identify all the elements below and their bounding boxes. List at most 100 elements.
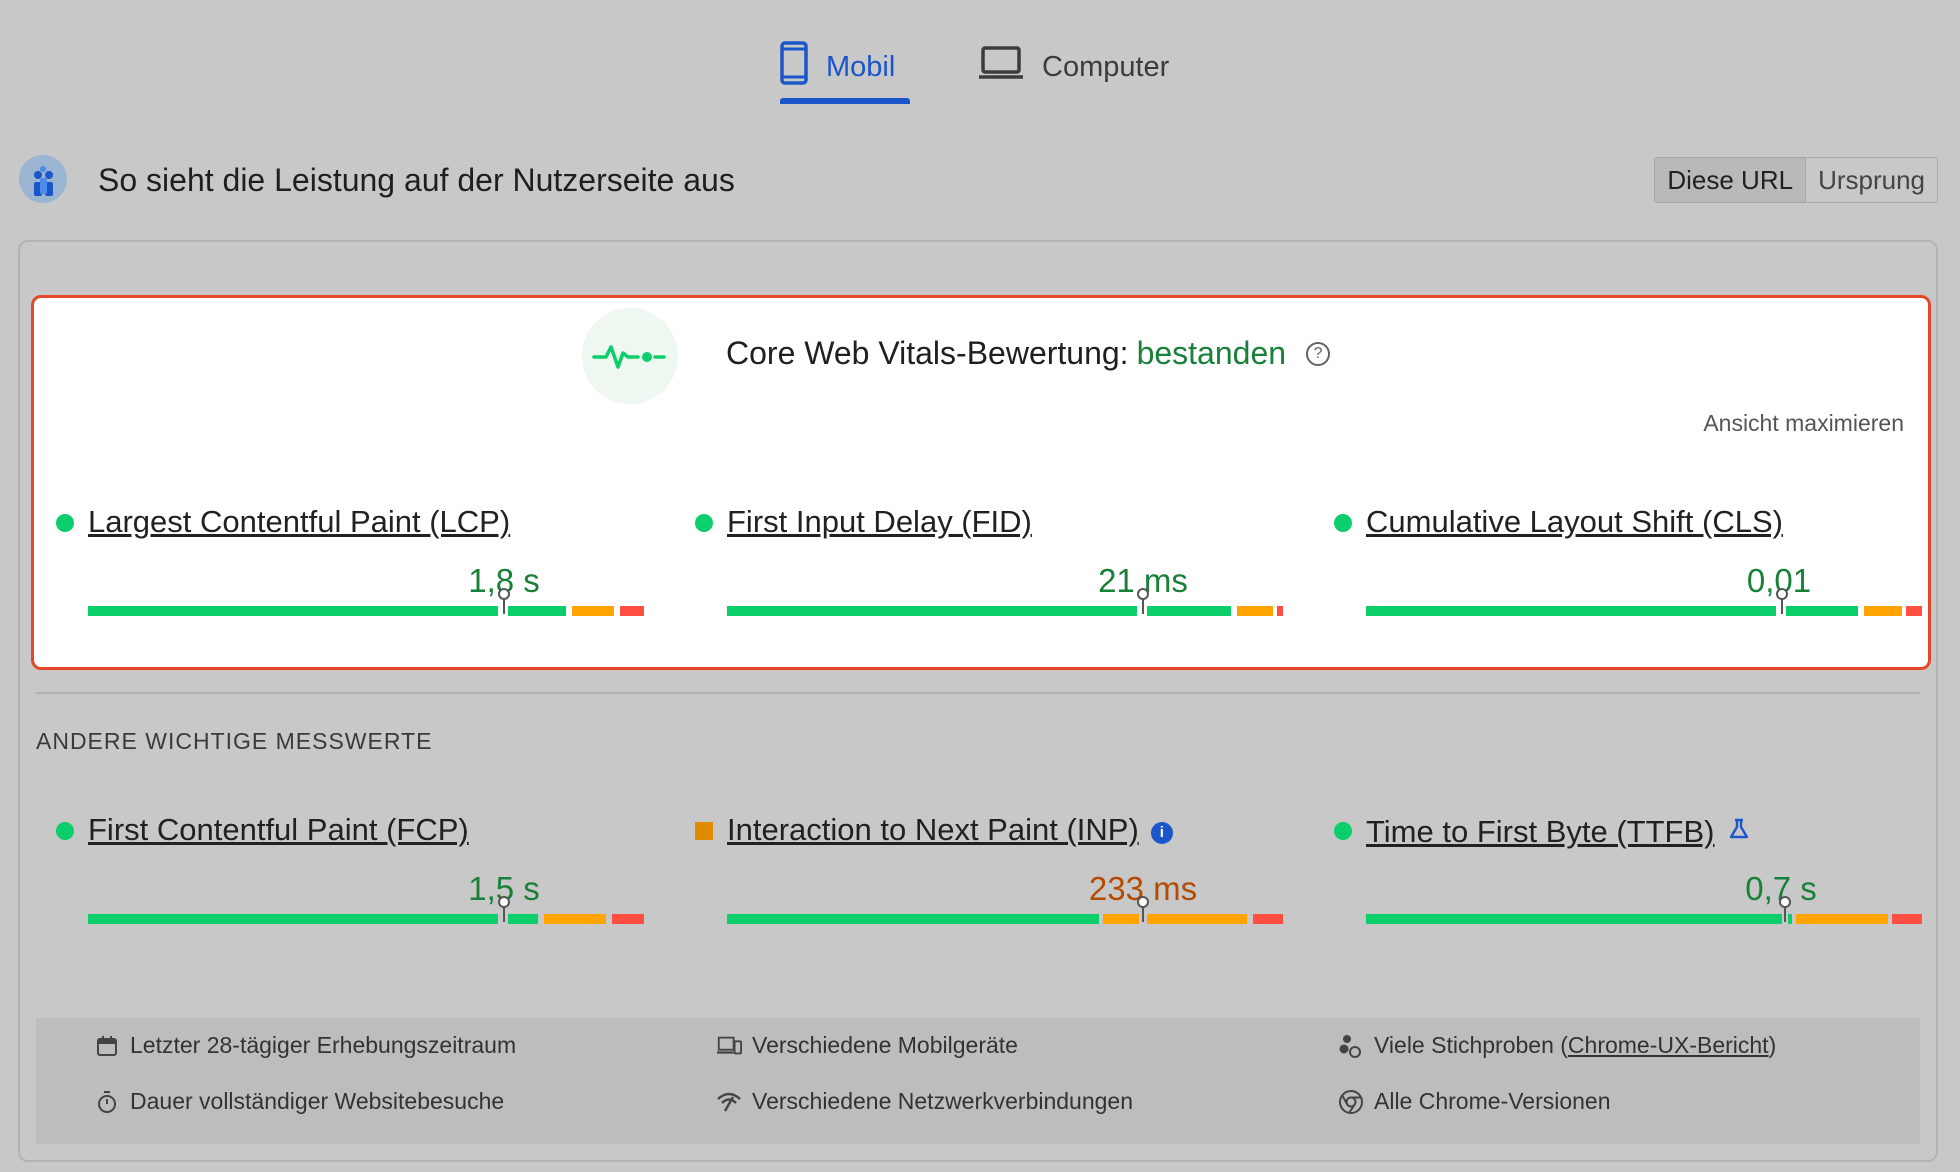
- toggle-this-url[interactable]: Diese URL: [1655, 158, 1806, 202]
- footer-visits-text: Dauer vollständiger Websitebesuche: [130, 1088, 505, 1114]
- field-data-header: So sieht die Leistung auf der Nutzerseit…: [18, 154, 1938, 206]
- help-icon[interactable]: ?: [1306, 341, 1331, 366]
- flask-icon: [1728, 812, 1750, 848]
- footer-samples-text: Viele Stichproben (Chrome-UX-Bericht): [1374, 1032, 1776, 1059]
- metric-inp: Interaction to Next Paint (INP) i 233 ms: [695, 812, 1283, 952]
- smartphone-icon: [780, 41, 808, 93]
- bar-segment-good: [1366, 914, 1782, 924]
- bar-segment-good: [88, 914, 498, 924]
- status-good-dot: [695, 514, 713, 532]
- page-title: So sieht die Leistung auf der Nutzerseit…: [98, 162, 735, 198]
- toggle-origin[interactable]: Ursprung: [1805, 158, 1937, 202]
- calendar-icon: [94, 1033, 120, 1059]
- bar-segment-poor: [612, 914, 644, 924]
- bar-segment-average: [544, 914, 606, 924]
- footer-network: Verschiedene Netzwerkverbindungen: [716, 1088, 1133, 1115]
- metric-name-link[interactable]: First Contentful Paint (FCP): [88, 812, 469, 847]
- bar-segment-poor: [620, 606, 644, 616]
- percentile-marker: [1137, 896, 1149, 922]
- tab-desktop[interactable]: Computer: [978, 28, 1169, 106]
- tab-mobile-label: Mobil: [826, 50, 896, 83]
- bar-segment-poor: [1277, 606, 1283, 616]
- section-divider: [36, 692, 1920, 694]
- footer-period: Letzter 28-tägiger Erhebungszeitraum: [94, 1032, 516, 1059]
- bar-segment-average: [1103, 914, 1139, 924]
- metric-name-row: Interaction to Next Paint (INP) i: [727, 812, 1173, 848]
- metric-lcp: Largest Contentful Paint (LCP) 1,8 s: [56, 504, 644, 644]
- bar-segment-poor: [1253, 914, 1283, 924]
- bar-segment-average: [1864, 606, 1902, 616]
- bar-segment-good: [1786, 606, 1858, 616]
- tab-desktop-label: Computer: [1042, 50, 1170, 83]
- device-tabs: Mobil Computer: [0, 28, 1960, 106]
- bar-segment-good: [508, 606, 566, 616]
- metric-ttfb: Time to First Byte (TTFB) 0,7 s: [1334, 812, 1922, 952]
- bar-segment-poor: [1906, 606, 1922, 616]
- metric-fcp: First Contentful Paint (FCP) 1,5 s: [56, 812, 644, 952]
- distribution-bar: [1366, 588, 1922, 616]
- footer-devices-text: Verschiedene Mobilgeräte: [752, 1032, 1018, 1058]
- signal-icon: [716, 1089, 742, 1115]
- percentile-marker: [498, 588, 510, 614]
- bar-segment-average: [1237, 606, 1273, 616]
- field-data-panel: [18, 240, 1938, 1162]
- maximize-view-link[interactable]: Ansicht maximieren: [1703, 410, 1904, 436]
- chrome-ux-report-link[interactable]: Chrome-UX-Bericht: [1567, 1032, 1769, 1058]
- percentile-marker: [1779, 896, 1791, 922]
- metric-fid: First Input Delay (FID) 21 ms: [695, 504, 1283, 644]
- data-source-footer: Letzter 28-tägiger Erhebungszeitraum Dau…: [36, 1018, 1920, 1144]
- footer-samples-prefix: Viele Stichproben (: [1374, 1032, 1568, 1058]
- bar-segment-average: [572, 606, 614, 616]
- devices-icon: [716, 1033, 742, 1059]
- pulse-icon: [582, 308, 678, 404]
- footer-samples: Viele Stichproben (Chrome-UX-Bericht): [1338, 1032, 1776, 1059]
- metric-name-row: Time to First Byte (TTFB): [1366, 812, 1750, 850]
- distribution-bar: [88, 588, 644, 616]
- footer-network-text: Verschiedene Netzwerkverbindungen: [752, 1088, 1134, 1114]
- chrome-icon: [1338, 1089, 1364, 1115]
- metric-name-link[interactable]: Largest Contentful Paint (LCP): [88, 504, 511, 539]
- bar-segment-good: [1366, 606, 1776, 616]
- assessment-label: Core Web Vitals-Bewertung:: [726, 335, 1129, 371]
- bar-segment-good: [1788, 914, 1792, 924]
- footer-visits: Dauer vollständiger Websitebesuche: [94, 1088, 504, 1115]
- distribution-bar: [727, 896, 1283, 924]
- bar-segment-good: [508, 914, 538, 924]
- status-needs-improvement-square: [695, 822, 713, 840]
- tab-mobile[interactable]: Mobil: [780, 28, 895, 106]
- scope-toggle: Diese URL Ursprung: [1654, 157, 1938, 203]
- percentile-marker: [1776, 588, 1788, 614]
- status-good-dot: [56, 822, 74, 840]
- metric-name-link[interactable]: Time to First Byte (TTFB): [1366, 814, 1715, 849]
- distribution-bar: [88, 896, 644, 924]
- footer-samples-suffix: ): [1768, 1032, 1777, 1058]
- bar-segment-average: [1796, 914, 1888, 924]
- metric-name-link[interactable]: First Input Delay (FID): [727, 504, 1032, 539]
- metric-cls: Cumulative Layout Shift (CLS) 0,01: [1334, 504, 1922, 644]
- bar-segment-average: [1147, 914, 1247, 924]
- bar-segment-poor: [1892, 914, 1922, 924]
- status-good-dot: [1334, 514, 1352, 532]
- footer-period-text: Letzter 28-tägiger Erhebungszeitraum: [130, 1032, 517, 1058]
- metric-name-link[interactable]: Interaction to Next Paint (INP): [727, 812, 1139, 847]
- status-good-dot: [1334, 822, 1352, 840]
- assessment-title: Core Web Vitals-Bewertung: bestanden ?: [726, 335, 1331, 372]
- percentile-marker: [1137, 588, 1149, 614]
- info-icon[interactable]: i: [1150, 822, 1173, 844]
- footer-devices: Verschiedene Mobilgeräte: [716, 1032, 1018, 1059]
- footer-chrome-text: Alle Chrome-Versionen: [1374, 1088, 1611, 1114]
- distribution-bar: [727, 588, 1283, 616]
- percentile-marker: [498, 896, 510, 922]
- laptop-icon: [978, 46, 1024, 88]
- bar-segment-good: [727, 606, 1137, 616]
- people-icon: [1338, 1033, 1364, 1059]
- metric-name-link[interactable]: Cumulative Layout Shift (CLS): [1366, 504, 1783, 539]
- footer-chrome-versions: Alle Chrome-Versionen: [1338, 1088, 1611, 1115]
- stopwatch-icon: [94, 1089, 120, 1115]
- bar-segment-good: [88, 606, 498, 616]
- assessment-result: bestanden: [1136, 335, 1287, 371]
- active-tab-indicator: [780, 98, 910, 104]
- status-good-dot: [56, 514, 74, 532]
- bar-segment-good: [727, 914, 1099, 924]
- other-metrics-heading: ANDERE WICHTIGE MESSWERTE: [36, 728, 433, 754]
